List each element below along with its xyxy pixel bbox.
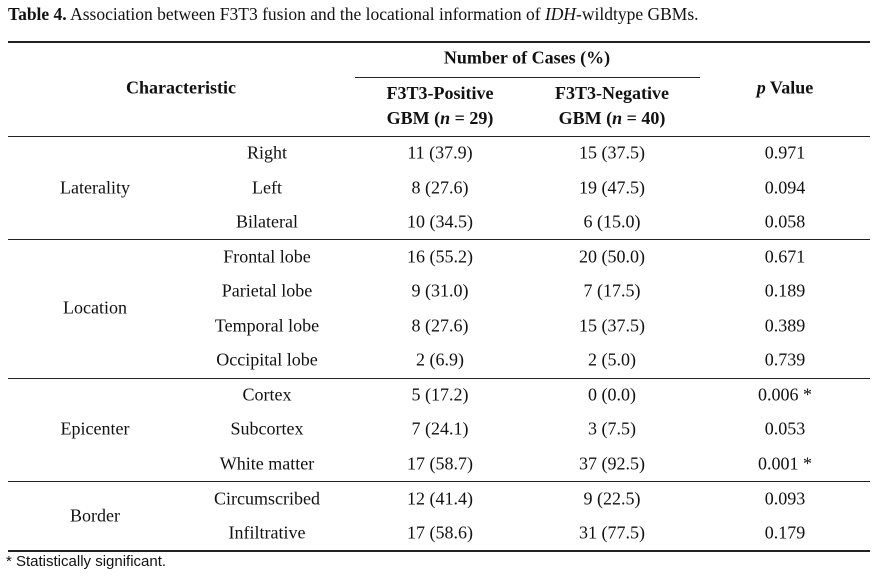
- table-cell: 0.093: [764, 488, 806, 508]
- caption: Table 4. Association between F3T3 fusion…: [8, 4, 699, 25]
- table-cell: White matter: [219, 453, 315, 474]
- table-cell: Bilateral: [236, 211, 298, 232]
- caption-text: Association between F3T3 fusion and the …: [70, 4, 545, 24]
- table-cell: 0.058: [764, 211, 806, 232]
- table-cell: 2 (5.0): [588, 349, 636, 370]
- group-rule: [8, 239, 870, 241]
- table-cell: 15 (37.5): [579, 142, 645, 163]
- header-cell: F3T3-Positive GBM (n = 29): [387, 81, 494, 131]
- group-label: Border: [70, 505, 120, 526]
- header-italic: n: [612, 108, 623, 128]
- table-cell: Subcortex: [230, 418, 304, 439]
- table-cell: Left: [252, 177, 282, 198]
- table-cell: 7 (17.5): [583, 280, 641, 301]
- table-cell: 0.189: [764, 280, 806, 301]
- group-label: Location: [63, 297, 127, 318]
- table-cell: 8 (27.6): [411, 177, 469, 198]
- table-cell: 20 (50.0): [579, 246, 645, 267]
- header-cell: F3T3-Negative GBM (n = 40): [555, 81, 669, 131]
- header-text: = 40): [622, 108, 666, 128]
- table-cell: 0.094: [764, 177, 806, 198]
- table-cell: 2 (6.9): [416, 349, 464, 370]
- top-rule: [8, 41, 870, 43]
- group-label: Laterality: [60, 177, 130, 198]
- table-cell: 17 (58.7): [407, 453, 473, 474]
- table-cell: 0.053: [764, 418, 806, 439]
- table-cell: 0.389: [764, 315, 806, 336]
- header-cell: Number of Cases (%): [443, 47, 611, 68]
- table-cell: 15 (37.5): [579, 315, 645, 336]
- table-cell: Infiltrative: [228, 522, 306, 543]
- table-cell: 3 (7.5): [588, 418, 636, 439]
- bottom-rule: [8, 550, 870, 552]
- caption-text: -wildtype GBMs.: [576, 4, 699, 24]
- table-cell: 19 (47.5): [579, 177, 645, 198]
- table-cell: 0 (0.0): [588, 384, 636, 405]
- header-text: Value: [765, 77, 814, 98]
- group-rule: [8, 377, 870, 379]
- table-cell: Parietal lobe: [221, 280, 313, 301]
- table-cell: 9 (22.5): [583, 488, 641, 508]
- table-cell: 0.001 *: [758, 453, 812, 474]
- table-cell: 0.739: [764, 349, 806, 370]
- table-cell: 0.006 *: [758, 384, 812, 405]
- table-cell: 9 (31.0): [411, 280, 469, 301]
- table-cell: Frontal lobe: [223, 246, 311, 267]
- header-rule: [8, 136, 870, 137]
- table-cell: Occipital lobe: [216, 349, 318, 370]
- table-cell: 17 (58.6): [407, 522, 473, 543]
- table-cell: Right: [246, 142, 288, 163]
- table-cell: 10 (34.5): [407, 211, 473, 232]
- table-cell: 16 (55.2): [407, 246, 473, 267]
- header-text: F3T3-Negative: [555, 83, 669, 103]
- span-rule: [355, 77, 700, 78]
- table-cell: 6 (15.0): [583, 211, 641, 232]
- footnote: * Statistically significant.: [6, 553, 167, 570]
- table-cell: 31 (77.5): [579, 522, 645, 543]
- table-cell: 5 (17.2): [411, 384, 469, 405]
- header-italic: n: [440, 108, 451, 128]
- table-cell: 37 (92.5): [579, 453, 645, 474]
- header-text: = 29): [450, 108, 494, 128]
- caption-label: Table 4.: [8, 4, 67, 24]
- table-cell: Cortex: [242, 384, 292, 405]
- caption-italic: IDH: [544, 4, 577, 24]
- table-cell: 11 (37.9): [407, 142, 473, 163]
- group-label: Epicenter: [60, 418, 130, 439]
- header-cell: p Value: [757, 78, 814, 99]
- group-rule: [8, 481, 870, 483]
- table-cell: 7 (24.1): [411, 418, 469, 439]
- header-text: GBM (: [386, 108, 441, 128]
- table-cell: 12 (41.4): [407, 488, 473, 508]
- header-text: F3T3-Positive: [386, 83, 494, 103]
- table-cell: Circumscribed: [214, 488, 320, 508]
- header-cell: Characteristic: [126, 77, 236, 98]
- header-italic: p: [756, 77, 766, 98]
- table-cell: 0.179: [764, 522, 806, 543]
- table-cell: 8 (27.6): [411, 315, 469, 336]
- table-cell: 0.971: [764, 142, 806, 163]
- table-cell: 0.671: [764, 246, 806, 267]
- table-cell: Temporal lobe: [214, 315, 320, 336]
- header-text: GBM (: [558, 108, 613, 128]
